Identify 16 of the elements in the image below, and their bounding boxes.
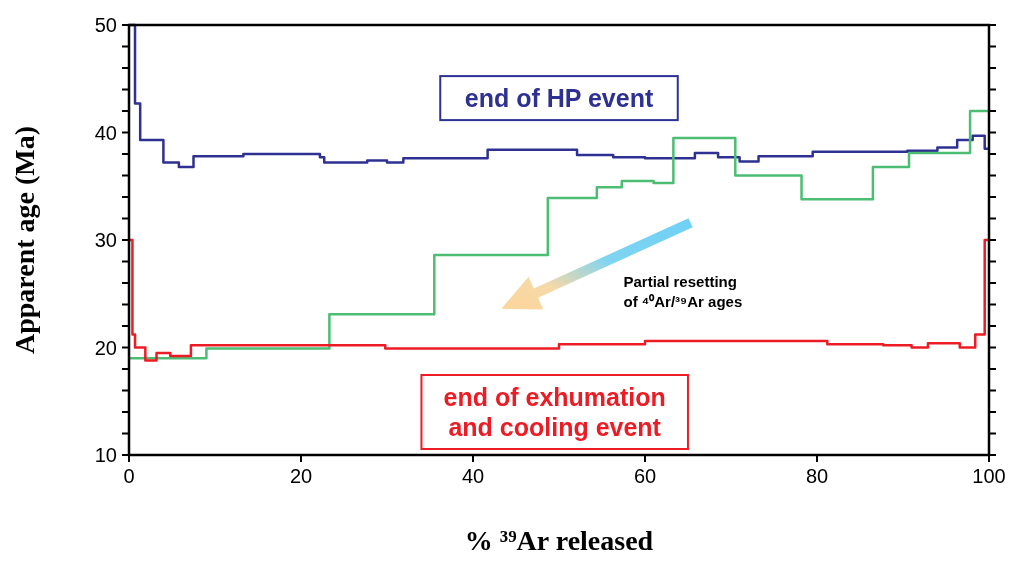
x-tick-label: 0 bbox=[123, 465, 135, 487]
x-tick-label: 20 bbox=[289, 465, 313, 487]
y-tick-label: 40 bbox=[94, 121, 117, 144]
annotation: Partial resetting of ⁴⁰Ar/³⁹Ar ages bbox=[623, 273, 743, 311]
y-tick-label: 10 bbox=[94, 444, 117, 466]
x-axis-title: % ³⁹Ar released bbox=[464, 525, 654, 556]
y-axis-title: Apparent age (Ma) bbox=[9, 125, 40, 355]
y-tick-label: 50 bbox=[94, 14, 117, 36]
x-tick-label: 100 bbox=[972, 465, 1006, 487]
x-tick-label: 80 bbox=[805, 465, 829, 487]
series-label: end of exhumation and cooling event bbox=[443, 383, 666, 441]
series-label: end of HP event bbox=[464, 84, 654, 113]
y-tick-label: 20 bbox=[94, 336, 117, 359]
y-tick-label: 30 bbox=[94, 229, 117, 251]
x-tick-label: 60 bbox=[633, 465, 657, 487]
x-tick-label: 40 bbox=[461, 465, 485, 487]
